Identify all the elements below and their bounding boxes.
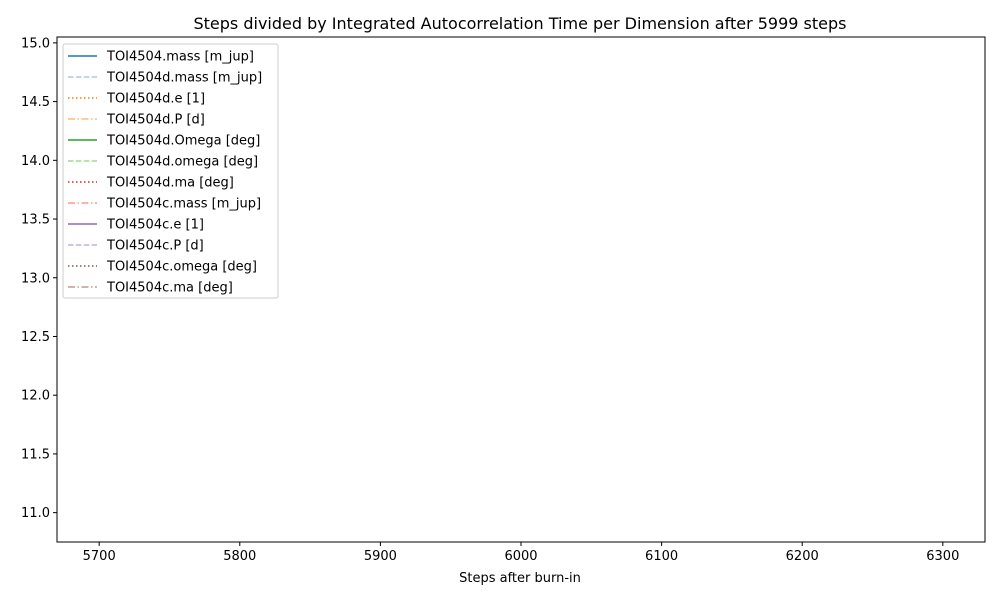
y-tick-label: 11.5 xyxy=(21,447,50,462)
legend-entry: TOI4504d.omega [deg] xyxy=(106,155,258,170)
y-tick-label: 14.5 xyxy=(21,95,50,110)
legend-entry: TOI4504c.ma [deg] xyxy=(106,281,233,296)
x-tick-label: 6000 xyxy=(504,549,537,564)
x-tick-label: 5900 xyxy=(364,549,397,564)
y-axis: 11.0 11.5 12.0 12.5 13.0 13.5 14.0 14.5 15.0 xyxy=(21,36,57,521)
legend-entry: TOI4504d.P [d] xyxy=(106,113,205,128)
legend: TOI4504.mass [m_jup] TOI4504d.mass [m_jup… xyxy=(62,43,279,299)
legend-entry: TOI4504d.ma [deg] xyxy=(106,176,234,191)
legend-entry: TOI4504d.Omega [deg] xyxy=(106,134,260,149)
x-tick-label: 5700 xyxy=(83,549,116,564)
x-tick-label: 6100 xyxy=(645,549,678,564)
legend-entry: TOI4504d.mass [m_jup] xyxy=(106,71,262,86)
legend-entry: TOI4504c.e [1] xyxy=(106,218,204,233)
x-axis: 5700 5800 5900 6000 6100 6200 6300 xyxy=(83,542,959,564)
legend-entry: TOI4504c.P [d] xyxy=(106,239,204,254)
y-tick-label: 12.0 xyxy=(21,389,50,404)
x-tick-label: 6300 xyxy=(926,549,959,564)
y-tick-label: 11.0 xyxy=(21,506,50,521)
x-tick-label: 6200 xyxy=(786,549,819,564)
x-tick-label: 5800 xyxy=(223,549,256,564)
legend-entry: TOI4504c.omega [deg] xyxy=(106,260,257,275)
y-tick-label: 14.0 xyxy=(21,154,50,169)
y-tick-label: 15.0 xyxy=(21,36,50,51)
legend-entry: TOI4504.mass [m_jup] xyxy=(106,50,254,65)
y-tick-label: 12.5 xyxy=(21,330,50,345)
legend-entry: TOI4504d.e [1] xyxy=(106,92,205,107)
y-tick-label: 13.0 xyxy=(21,271,50,286)
x-axis-label: Steps after burn-in xyxy=(459,571,581,586)
legend-box xyxy=(62,43,279,299)
chart-title: Steps divided by Integrated Autocorrelat… xyxy=(193,14,846,33)
legend-entry: TOI4504c.mass [m_jup] xyxy=(106,197,261,212)
y-tick-label: 13.5 xyxy=(21,213,50,228)
